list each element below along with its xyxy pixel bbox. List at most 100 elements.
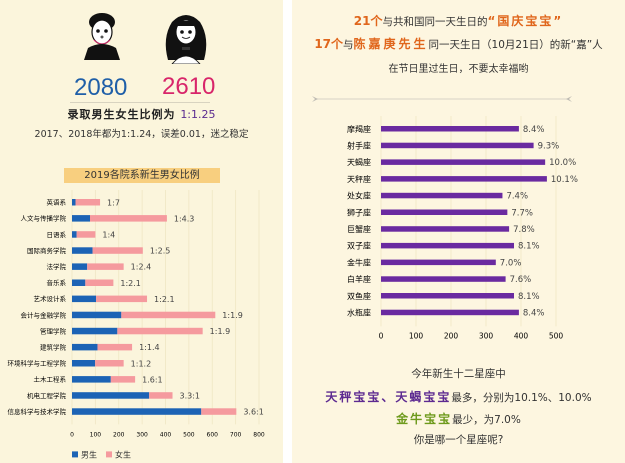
headline-line-1: 21个与共和国同一天生日的“国庆宝宝” (292, 12, 625, 29)
zodiac-chart: 0 100 200 300 400 500 摩羯座 8.4% 射手座 9.3% 天蝎座 10.0% 天秤… (347, 116, 578, 340)
x-tick-label: 500 (183, 431, 195, 438)
percent-data-label: 9.3% (538, 141, 560, 151)
male-bar (72, 263, 88, 270)
zodiac-label: 金牛座 (347, 257, 371, 267)
ratio-data-label: 1:4.3 (174, 214, 195, 223)
category-label: 信息科学与技术学院 (8, 407, 67, 416)
x-tick-label: 300 (136, 431, 148, 438)
female-bar (95, 360, 124, 367)
right-panel: 21个与共和国同一天生日的“国庆宝宝” 17个与陈嘉庚先生同一天生日（10月21… (292, 0, 625, 463)
percent-data-label: 8.4% (523, 308, 545, 318)
ratio-value: 1:1.25 (180, 108, 216, 121)
category-label: 英语系 (47, 198, 67, 207)
zodiac-bar (381, 209, 508, 215)
ratio-data-label: 1.6:1 (142, 375, 163, 384)
headline-line-3: 在节日里过生日，不要太幸福哟 (388, 64, 529, 75)
legend-male-label: 男生 (81, 449, 97, 459)
x-tick-label: 400 (160, 431, 172, 438)
male-bar (72, 215, 90, 222)
zodiac-bar (381, 126, 519, 132)
headline-line-2: 17个与陈嘉庚先生同一天生日（10月21日）的新“嘉”人 (292, 35, 625, 52)
ratio-data-label: 1:4 (102, 230, 115, 239)
female-bar (201, 408, 237, 415)
category-label: 日语系 (47, 230, 67, 239)
zodiac-bar (381, 142, 534, 149)
zodiac-bar (381, 259, 496, 266)
percent-data-label: 8.1% (518, 242, 540, 252)
female-bar (75, 199, 101, 206)
female-bar (110, 376, 136, 383)
x-tick-label: 300 (479, 331, 494, 340)
x-tick-label: 200 (444, 331, 459, 340)
most-zodiac-highlight: 天秤宝宝、天蝎宝宝 (325, 390, 452, 404)
female-bar (85, 279, 114, 286)
female-bar (76, 231, 96, 238)
summary-most: 天秤宝宝、天蝎宝宝最多，分别为10.1%、10.0% (292, 388, 625, 405)
male-bar (72, 295, 97, 303)
legend-female-label: 女生 (115, 449, 131, 459)
zodiac-label: 射手座 (347, 140, 371, 150)
zodiac-bar (381, 226, 510, 232)
left-panel: 2080 2610 录取男生女生比例为 1:1.25 2017、2018年都为1… (0, 0, 283, 463)
zodiac-label: 天秤座 (347, 174, 371, 184)
zodiac-label: 白羊座 (347, 274, 371, 284)
category-label: 环境科学与工程学院 (8, 359, 67, 368)
ratio-line: 录取男生女生比例为 1:1.25 (0, 106, 283, 122)
ratio-data-label: 1:2.4 (131, 263, 152, 272)
x-tick-label: 700 (230, 431, 242, 438)
female-bar (96, 295, 148, 303)
x-tick-label: 800 (253, 431, 265, 438)
female-bar (97, 343, 133, 351)
founder-name: 陈嘉庚先生 (353, 37, 429, 51)
x-tick-label: 0 (379, 331, 384, 340)
summary-question: 你是哪一个星座呢? (413, 434, 504, 446)
ratio-data-label: 1:1.4 (139, 343, 160, 352)
national-day-count: 21个 (353, 14, 383, 28)
category-label: 国际商务学院 (27, 246, 67, 255)
legend-male-swatch (72, 451, 78, 458)
category-label: 人文与传播学院 (21, 214, 67, 223)
headline-text: 与共和国同一天生日的 (382, 16, 488, 28)
zodiac-bar (381, 176, 547, 182)
ratio-label: 录取男生女生比例为 (67, 108, 176, 121)
male-bar (72, 311, 122, 319)
male-avatar-icon (84, 13, 120, 60)
ratio-data-label: 1:2.1 (154, 295, 175, 304)
headline-text: 同一天生日（10月21日）的新“嘉”人 (428, 39, 603, 51)
zodiac-label: 天蝎座 (347, 157, 371, 167)
ratio-data-label: 1:1.9 (210, 327, 231, 336)
category-label: 建筑学院 (40, 342, 67, 351)
national-day-highlight: “国庆宝宝” (487, 14, 564, 28)
x-tick-label: 100 (409, 331, 424, 340)
male-bar (72, 392, 150, 399)
summary-title: 今年新生十二星座中 (411, 368, 506, 380)
male-bar (72, 376, 111, 383)
x-tick-label: 400 (514, 331, 529, 340)
category-label: 会计与金融学院 (21, 310, 67, 319)
percent-data-label: 7.6% (510, 275, 532, 285)
zodiac-label: 处女座 (347, 191, 371, 201)
zodiac-bar (381, 159, 546, 165)
zodiac-label: 摩羯座 (347, 124, 371, 134)
ratio-data-label: 3.6:1 (243, 408, 264, 417)
category-label: 法学院 (47, 262, 67, 271)
founder-day-count: 17个 (314, 37, 344, 51)
x-tick-label: 600 (207, 431, 219, 438)
zodiac-label: 双鱼座 (347, 291, 371, 301)
summary-text: 最少，为7.0% (452, 414, 521, 426)
ratio-note: 2017、2018年都为1:1.24，误差0.01，迷之稳定 (34, 129, 249, 140)
female-bar (92, 247, 143, 254)
female-bar (87, 263, 124, 270)
male-bar (72, 247, 93, 254)
x-tick-label: 500 (549, 331, 564, 340)
zodiac-label: 狮子座 (347, 207, 371, 217)
male-bar (72, 408, 202, 415)
zodiac-label: 水瓶座 (347, 307, 371, 317)
percent-data-label: 8.1% (518, 292, 540, 302)
ratio-data-label: 1:7 (107, 198, 120, 207)
x-tick-label: 100 (90, 431, 102, 438)
zodiac-label: 巨蟹座 (347, 224, 371, 234)
male-bar (72, 199, 76, 206)
gender-ratio-chart: 0 100 200 300 400 500 600 700 800 英语系 1:7 人文与传播学院 1:… (8, 190, 265, 459)
male-bar (72, 343, 98, 351)
